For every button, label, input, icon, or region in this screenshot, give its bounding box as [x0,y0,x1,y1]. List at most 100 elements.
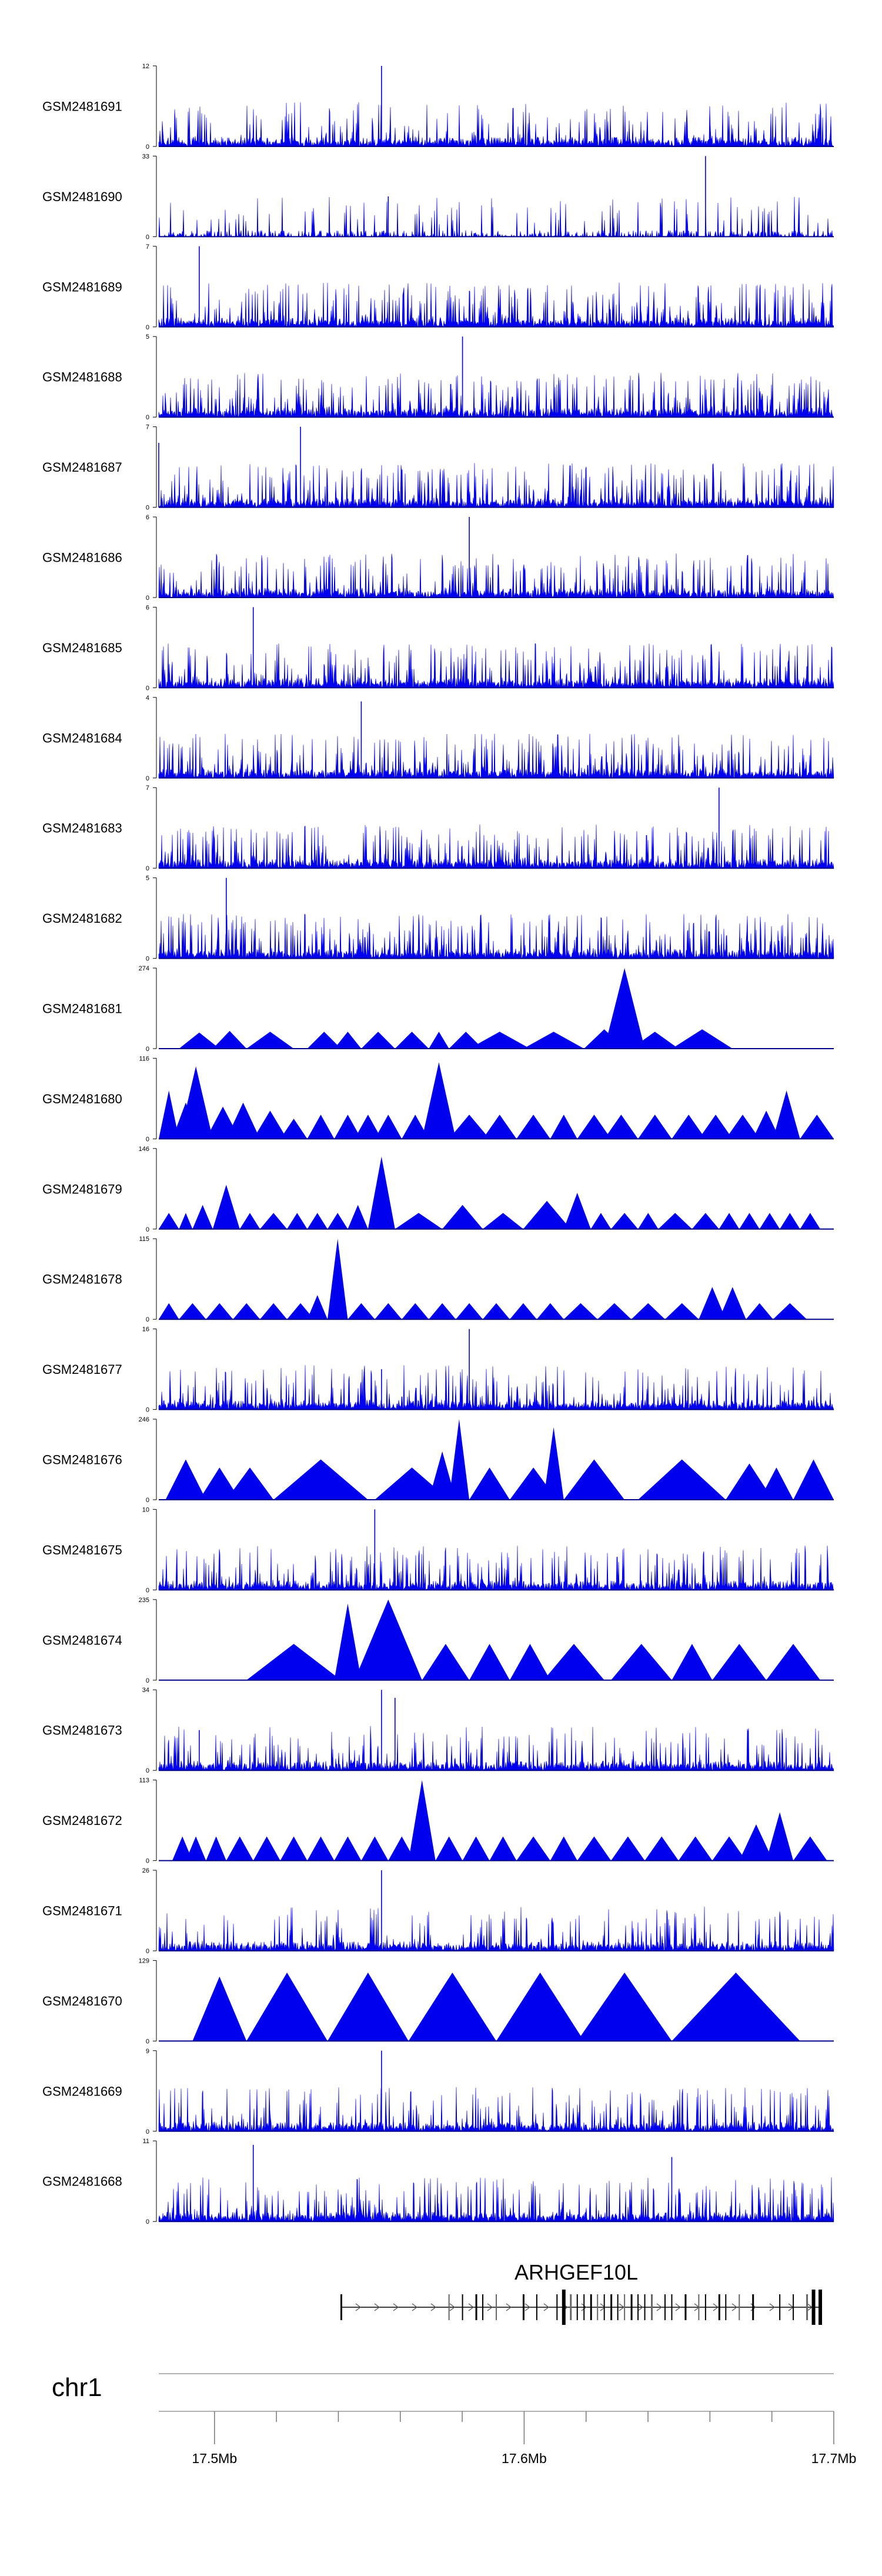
coverage-peak [442,1204,483,1229]
track-label: GSM2481684 [42,730,122,745]
coverage-peak [449,1419,470,1500]
gene-annotation-track: ARHGEF10L [340,2260,823,2325]
coverage-signal [158,102,834,147]
strand-arrow-icon [731,2303,738,2311]
coverage-peak [469,1032,530,1049]
axis-tick-label: 17.7Mb [811,2451,857,2466]
coverage-peak [699,1115,733,1139]
gene-exon-thick [811,2290,816,2325]
coverage-signal [158,2177,834,2223]
coverage-peak [429,1032,449,1049]
coverage-peak [516,1836,550,1861]
track-label: GSM2481690 [42,189,122,204]
track-GSM2481676: GSM2481676 246 0 [42,1416,834,1504]
coverage-peak [375,1467,449,1500]
track-label: GSM2481682 [42,911,122,926]
coverage-peak [739,1824,773,1861]
coverage-peak [354,1599,422,1680]
strand-arrow-icon [449,2303,456,2311]
coverage-peak [328,1972,409,2041]
coverage-signal [158,1726,834,1771]
coverage-peak [429,1451,456,1500]
coverage-peak [206,1836,226,1861]
track-label: GSM2481671 [42,1904,122,1918]
gene-exon [624,2294,626,2320]
coverage-peak [590,1213,612,1229]
strand-arrow-icon [487,2303,493,2311]
coverage-peak [307,1213,328,1229]
coverage-peak [793,1836,827,1861]
coverage-peak [611,1644,672,1680]
track-ymax-label: 274 [139,965,149,972]
track-GSM2481669: GSM2481669 9 0 [42,2048,834,2135]
strand-arrow-icon [713,2303,719,2311]
coverage-peak [644,1836,679,1861]
coverage-peak [192,1204,213,1229]
track-ymin-label: 0 [146,685,149,692]
gene-exon [698,2294,700,2320]
coverage-peak [375,1303,402,1320]
track-GSM2481690: GSM2481690 33 0 [42,153,834,241]
coverage-peak [658,1213,692,1229]
track-label: GSM2481674 [42,1633,122,1647]
coverage-peak [273,1459,368,1500]
gene-exon [739,2294,740,2320]
coverage-peak [449,1032,483,1049]
coverage-signal [158,733,834,779]
coverage-peak [354,1115,382,1139]
gene-exon [651,2294,653,2320]
coverage-peak [246,1644,341,1680]
coverage-peak [307,1836,335,1861]
track-ymin-label: 0 [146,1497,149,1504]
coverage-peak [361,1032,395,1049]
coverage-peak [773,1090,800,1139]
track-ymax-label: 7 [146,424,149,431]
gene-exon [603,2294,605,2320]
coverage-peak [179,1303,206,1320]
gene-exon [482,2294,484,2320]
coverage-peak [456,1303,483,1320]
track-ymin-label: 0 [146,414,149,421]
gene-exon [570,2294,572,2320]
coverage-peak [469,1467,510,1500]
track-GSM2481671: GSM2481671 26 0 [42,1867,834,1955]
gene-exon [806,2294,808,2320]
track-ymax-label: 246 [139,1416,149,1423]
track-label: GSM2481675 [42,1543,122,1557]
coverage-peak [671,1115,706,1139]
coverage-peak [408,1972,496,2041]
coverage-signal [158,196,834,238]
coverage-peak [192,1976,247,2041]
coverage-signal [158,643,834,689]
coverage-peak [773,1303,807,1320]
coverage-peak [712,1644,767,1680]
coverage-peak [280,1119,308,1139]
coverage-peak [759,1213,780,1229]
coverage-peak [509,1303,537,1320]
strand-arrow-icon [769,2303,776,2311]
coverage-peak [577,1972,672,2041]
coverage-peak [172,1836,193,1861]
track-ymax-label: 115 [139,1236,149,1243]
track-ymax-label: 116 [139,1055,149,1062]
coverage-peak [159,1213,179,1229]
coverage-peak [226,1102,260,1139]
gene-exon [637,2294,639,2320]
track-label: GSM2481670 [42,1994,122,2008]
track-label: GSM2481689 [42,279,122,294]
coverage-peak [165,1459,206,1500]
track-label: GSM2481686 [42,550,122,565]
coverage-peak [328,1213,348,1229]
track-ymin-label: 0 [146,595,149,602]
track-label: GSM2481691 [42,99,122,114]
coverage-peak [361,1836,389,1861]
gene-exon [704,2294,706,2320]
track-GSM2481677: GSM2481677 16 0 [42,1326,834,1414]
track-ymax-label: 6 [146,514,149,521]
track-ymin-label: 0 [146,1136,149,1143]
tracks-layer: GSM2481691120GSM2481690330GSM248168970GS… [42,63,834,2225]
coverage-peak [550,1115,577,1139]
coverage-signal [158,372,834,418]
track-GSM2481680: GSM2481680 116 0 [42,1055,834,1143]
